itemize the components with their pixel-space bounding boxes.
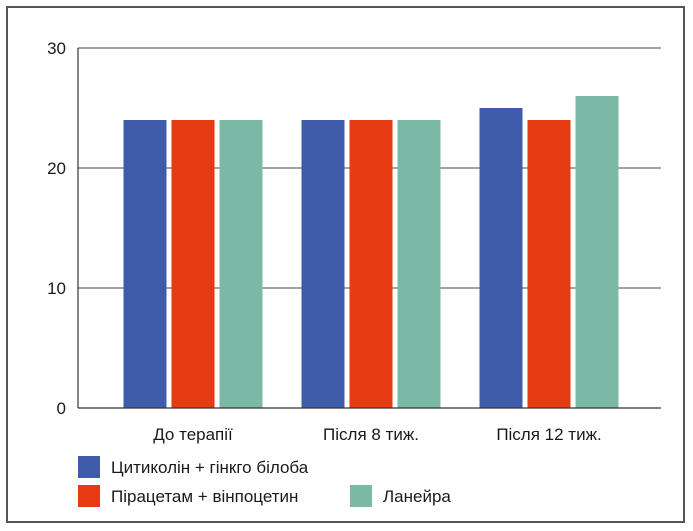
bar-series2-cat1: [171, 120, 215, 408]
y-tick-label-20: 20: [47, 159, 66, 178]
y-tick-label-10: 10: [47, 279, 66, 298]
bar-series3-cat1: [219, 120, 263, 408]
y-tick-label-0: 0: [57, 399, 66, 418]
bar-series1-cat1: [123, 120, 167, 408]
bar-series3-cat3: [575, 96, 619, 408]
legend-label-1: Цитиколін + гінкго білоба: [111, 458, 309, 477]
y-tick-label-30: 30: [47, 39, 66, 58]
bar-series2-cat2: [349, 120, 393, 408]
chart-frame: [6, 6, 685, 523]
x-tick-label-3: Після 12 тиж.: [496, 425, 601, 444]
bar-series1-cat2: [301, 120, 345, 408]
x-tick-label-1: До терапії: [153, 425, 233, 444]
bar-series1-cat3: [479, 108, 523, 408]
legend-swatch-1: [78, 456, 100, 478]
bar-series3-cat2: [397, 120, 441, 408]
bar-series2-cat3: [527, 120, 571, 408]
legend-swatch-3: [350, 485, 372, 507]
legend-swatch-2: [78, 485, 100, 507]
x-tick-label-2: Після 8 тиж.: [323, 425, 419, 444]
legend-label-3: Ланейра: [383, 487, 451, 506]
legend-label-2: Пірацетам + вінпоцетин: [111, 487, 298, 506]
